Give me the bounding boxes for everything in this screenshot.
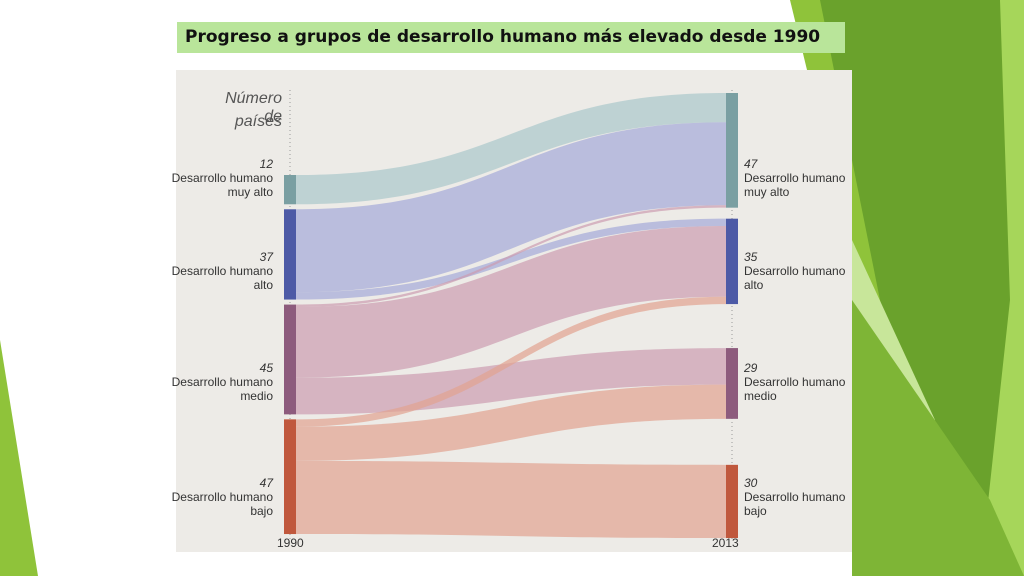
right-level-very-high: muy alto: [744, 185, 790, 199]
right-count-high: 35: [744, 250, 758, 264]
right-label-low: 30 Desarrollo humano bajo: [744, 476, 864, 518]
right-count-medium: 29: [744, 361, 758, 375]
right-level-high: alto: [744, 278, 764, 292]
left-count-very-high: 12: [259, 157, 273, 171]
flow-l-to-l: [296, 460, 726, 539]
flow-h-to-vh: [296, 122, 726, 293]
right-name-high: Desarrollo humano: [744, 264, 846, 278]
flow-l-to-m: [296, 384, 726, 461]
left-count-high: 37: [259, 250, 273, 264]
sankey-chart: [284, 90, 738, 540]
chart-panel: [176, 70, 852, 552]
right-count-low: 30: [744, 476, 758, 490]
left-name-medium: Desarrollo humano: [171, 375, 273, 389]
year-label-start: 1990: [277, 536, 304, 550]
axis-title-line2: países: [234, 113, 282, 130]
node-bar-2013-vh: [726, 93, 738, 208]
node-bar-2013-h: [726, 218, 738, 305]
left-label-high: 37 Desarrollo humano alto: [153, 250, 273, 292]
axis-title-line1: Número de: [225, 90, 282, 125]
flow-vh-to-vh: [296, 93, 726, 205]
right-label-medium: 29 Desarrollo humano medio: [744, 361, 864, 403]
right-level-medium: medio: [744, 389, 777, 403]
left-label-very-high: 12 Desarrollo humano muy alto: [153, 157, 273, 199]
slide-title: Progreso a grupos de desarrollo humano m…: [177, 22, 845, 53]
right-label-high: 35 Desarrollo humano alto: [744, 250, 864, 292]
left-name-high: Desarrollo humano: [171, 264, 273, 278]
left-count-medium: 45: [259, 361, 273, 375]
right-name-medium: Desarrollo humano: [744, 375, 846, 389]
left-label-medium: 45 Desarrollo humano medio: [153, 361, 273, 403]
flow-m-to-m: [296, 348, 726, 415]
left-name-low: Desarrollo humano: [171, 490, 273, 504]
green-shape-mid: [820, 0, 1024, 576]
flow-h-to-h: [296, 218, 726, 300]
node-bar-1990-vh: [284, 175, 296, 205]
left-level-medium: medio: [240, 389, 273, 403]
flow-m-to-h: [296, 226, 726, 378]
node-bar-1990-l: [284, 419, 296, 535]
right-level-low: bajo: [744, 504, 767, 518]
right-label-very-high: 47 Desarrollo humano muy alto: [744, 157, 864, 199]
right-name-low: Desarrollo humano: [744, 490, 846, 504]
node-bar-1990-h: [284, 209, 296, 300]
left-name-very-high: Desarrollo humano: [171, 171, 273, 185]
green-shape-bottom: [852, 300, 1024, 576]
node-bar-1990-m: [284, 304, 296, 415]
year-label-end: 2013: [712, 536, 739, 550]
green-shape-left: [0, 340, 38, 576]
green-shape-light: [980, 0, 1024, 576]
right-name-very-high: Desarrollo humano: [744, 171, 846, 185]
left-level-high: alto: [253, 278, 273, 292]
node-bar-2013-l: [726, 464, 738, 539]
flow-m-to-vh: [296, 205, 726, 307]
right-count-very-high: 47: [744, 157, 758, 171]
node-bar-2013-m: [726, 348, 738, 419]
left-level-low: bajo: [250, 504, 273, 518]
left-count-low: 47: [259, 476, 273, 490]
left-level-very-high: muy alto: [227, 185, 273, 199]
left-label-low: 47 Desarrollo humano bajo: [153, 476, 273, 518]
flow-l-to-h: [296, 296, 726, 427]
